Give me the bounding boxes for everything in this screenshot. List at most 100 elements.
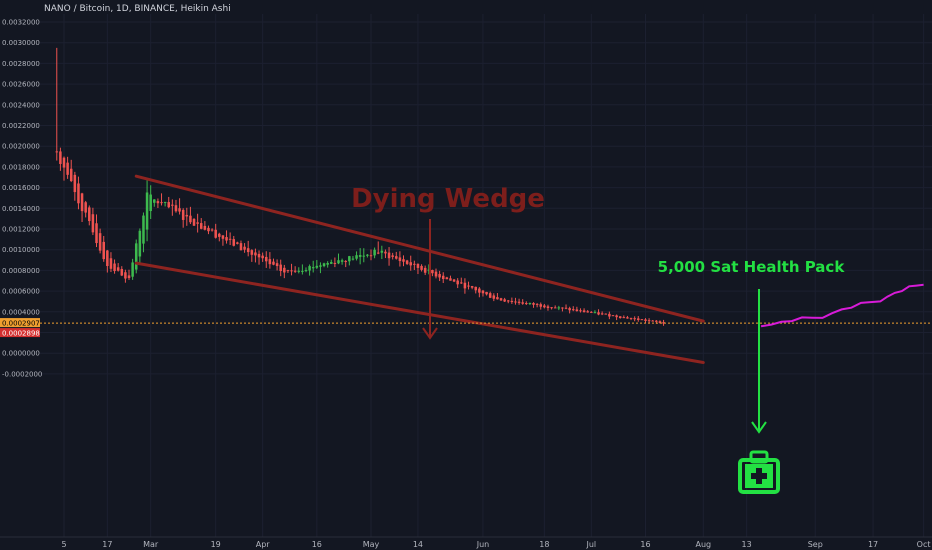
price-label-box-top [0, 318, 40, 328]
candle-body [308, 266, 311, 271]
y-tick-label: 0.0026000 [2, 81, 40, 89]
candle-body [145, 192, 149, 230]
candle-body [355, 255, 358, 259]
candle-body [503, 299, 506, 302]
overlays: 0.0002907 0.0002898 Dying Wedge 5,000 Sat H… [0, 174, 932, 494]
candle-body [69, 168, 73, 182]
candle-body [539, 304, 543, 307]
y-tick-label: 0.0000000 [2, 350, 40, 358]
candle-body [116, 267, 120, 271]
x-axis: 5 17 Mar 19 Apr 16 May 14 Jun 18 Jul 16 Aug 13 Sep 17 Oc… [0, 536, 932, 549]
candle-body [207, 227, 210, 232]
x-tick-label: 13 [742, 540, 752, 549]
candle-body [171, 204, 174, 206]
candle-body [66, 162, 69, 175]
candle-body [568, 308, 571, 311]
candle-body [413, 263, 416, 265]
candle-body [301, 270, 304, 272]
candle-body [102, 241, 105, 260]
candle-body [167, 202, 171, 208]
candle-body [91, 214, 95, 233]
candle-body [470, 286, 474, 288]
candle-body [543, 305, 546, 308]
candle-body [330, 262, 333, 264]
x-tick-label: 5 [61, 540, 66, 549]
candle-body [351, 258, 355, 260]
candle-body [604, 313, 608, 315]
x-tick-label: 19 [211, 540, 221, 549]
x-tick-label: 16 [312, 540, 322, 549]
candle-body [521, 302, 524, 304]
candle-body [333, 262, 337, 264]
candle-body [557, 307, 561, 309]
candle-body [402, 259, 405, 262]
candle-body [485, 291, 488, 295]
candle-body [398, 257, 402, 262]
candle-body [62, 157, 66, 168]
candle-body [528, 302, 532, 304]
grid-layer [40, 14, 932, 537]
x-tick-label: Jun [476, 540, 490, 549]
candle-body [153, 199, 156, 203]
candle-body [506, 300, 510, 302]
candle-body [369, 255, 373, 257]
candle-body [535, 303, 539, 305]
candle-body [553, 307, 557, 309]
projection-line [760, 283, 924, 328]
health-pack-label: 5,000 Sat Health Pack [658, 258, 846, 276]
candle-body [344, 261, 347, 263]
candle-body [73, 174, 77, 193]
x-tick-label: 14 [413, 540, 423, 549]
candle-body [510, 300, 514, 303]
wedge-upper-line [134, 174, 705, 323]
candle-body [181, 209, 185, 220]
candle-body [340, 260, 344, 262]
candle-body [322, 263, 326, 267]
y-tick-label: 0.0008000 [2, 267, 40, 275]
x-tick-label: Aug [695, 540, 711, 549]
candle-body [304, 270, 308, 272]
candle-body [106, 250, 109, 267]
candle-body [456, 280, 459, 285]
candle-body [387, 252, 391, 259]
candle-body [358, 255, 362, 257]
candle-body [593, 312, 597, 314]
candle-body [109, 258, 113, 269]
x-tick-label: 17 [868, 540, 878, 549]
candle-body [644, 319, 647, 321]
candle-body [423, 267, 427, 273]
y-tick-label: 0.0012000 [2, 226, 40, 234]
x-tick-label: 16 [640, 540, 650, 549]
x-tick-label: 18 [539, 540, 549, 549]
x-tick-label: Sep [808, 540, 823, 549]
candle-body [59, 151, 62, 164]
health-pack-arrow-head [751, 421, 767, 434]
price-label-bottom: 0.0002898 [2, 330, 40, 338]
candle-body [142, 215, 145, 244]
candle-body [264, 256, 268, 262]
candle-body [127, 275, 131, 279]
candle-body [163, 201, 167, 203]
candle-body [579, 310, 582, 312]
candle-body [257, 253, 261, 258]
candle-body [337, 260, 340, 264]
candle-body [427, 269, 431, 271]
candle-body [395, 256, 398, 259]
y-tick-label: 0.0032000 [2, 19, 40, 27]
candle-body [434, 271, 438, 277]
health-pack-case [738, 458, 780, 494]
candle-body [600, 313, 604, 315]
candle-body [463, 282, 467, 289]
candle-body [113, 263, 116, 272]
candle-body [275, 263, 279, 267]
candle-body [611, 315, 615, 317]
candle-body [199, 223, 203, 229]
candle-body [138, 230, 142, 257]
candle-body [640, 319, 644, 321]
y-tick-label: 0.0004000 [2, 308, 40, 316]
y-tick-label: 0.0006000 [2, 288, 40, 296]
candle-body [615, 315, 618, 318]
candle-body [189, 215, 192, 223]
x-tick-label: Mar [143, 540, 159, 549]
y-tick-label: 0.0028000 [2, 60, 40, 68]
